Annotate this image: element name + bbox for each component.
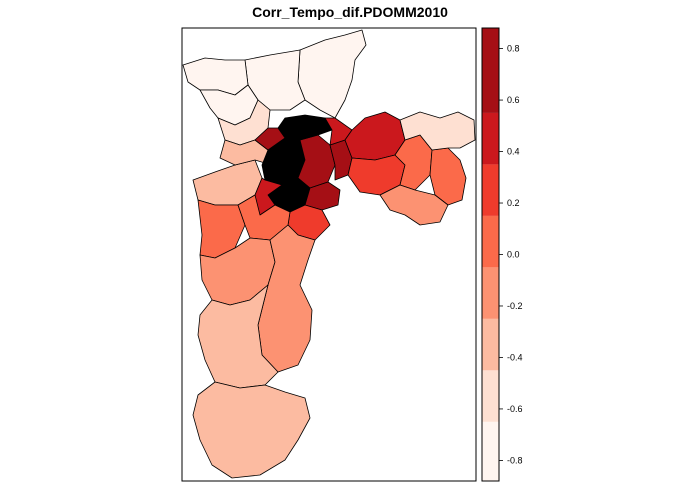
legend-band (482, 28, 499, 113)
map-region (254, 127, 286, 151)
map-title: Corr_Tempo_dif.PDOMM2010 (252, 4, 448, 20)
legend-ticks: -0.8 -0.6 -0.4 -0.2 0.0 0.2 0.4 0.6 0.8 (499, 44, 523, 465)
legend-tick-label: 0.4 (507, 147, 520, 157)
map-region (237, 194, 291, 241)
legend-tick-label: -0.6 (507, 404, 523, 414)
map-region (192, 381, 311, 479)
legend-band (482, 112, 499, 165)
legend-band (482, 164, 499, 216)
map-region (297, 29, 367, 119)
legend-band (482, 421, 499, 481)
map-region (277, 114, 333, 141)
legend-band (482, 318, 499, 371)
legend-color-bar (482, 28, 499, 481)
legend-band (482, 215, 499, 268)
legend-tick-label: 0.8 (507, 44, 520, 54)
map-region (379, 184, 449, 226)
legend-band (482, 370, 499, 422)
legend-band (482, 267, 499, 319)
map-region (197, 284, 279, 389)
map-regions (182, 29, 476, 479)
legend-tick-label: 0.6 (507, 95, 520, 105)
map-region (182, 57, 249, 96)
legend-tick-label: 0.0 (507, 250, 520, 260)
legend-tick-label: -0.4 (507, 352, 523, 362)
map-frame (181, 27, 477, 482)
map-region (399, 111, 476, 151)
legend-tick-label: 0.2 (507, 198, 520, 208)
legend-tick-label: -0.8 (507, 455, 523, 465)
legend-tick-label: -0.2 (507, 301, 523, 311)
